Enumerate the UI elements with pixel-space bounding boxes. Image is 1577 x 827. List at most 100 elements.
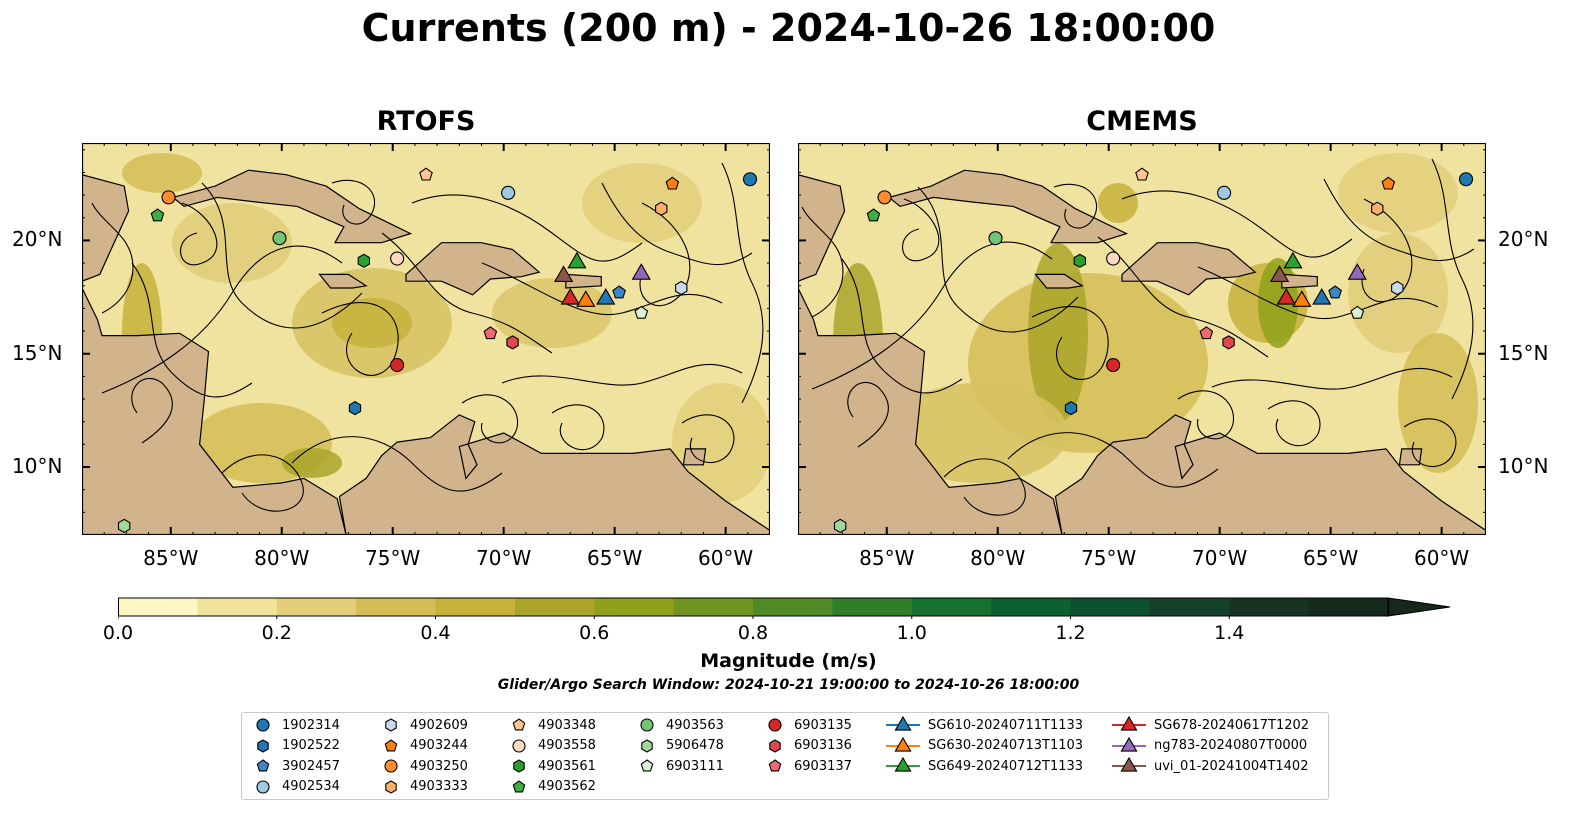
legend-item-4903563: 4903563 — [636, 715, 724, 735]
legend-item-1902314: 1902314 — [252, 715, 340, 735]
argo-marker-4903244 — [1381, 176, 1396, 190]
colorbar-label: Magnitude (m/s) — [700, 650, 877, 672]
colorbar-segment — [991, 598, 1071, 616]
colorbar-tick-label: 1.4 — [1214, 622, 1245, 644]
legend-marker-6903136 — [769, 738, 781, 753]
glider-marker-SG649-20240712T1133 — [1283, 251, 1303, 269]
argo-marker-4903558 — [1106, 251, 1121, 266]
legend-item-4903558: 4903558 — [508, 736, 596, 756]
argo-marker-4903244 — [665, 176, 680, 190]
argo-marker-4903563 — [272, 231, 287, 246]
legend-marker-4903558 — [512, 738, 526, 753]
argo-marker-4903333 — [655, 201, 668, 216]
legend-label: SG610-20240711T1133 — [928, 717, 1084, 733]
argo-marker-4902534 — [1217, 185, 1232, 200]
argo-marker-6903135 — [390, 358, 405, 373]
panel-title-rtofs: RTOFS — [376, 106, 476, 137]
legend-label: 4903348 — [538, 717, 596, 733]
glider-marker-SG630-20240713T1103 — [576, 290, 596, 307]
lon-label-cmems: 60°W — [1413, 546, 1470, 570]
legend-marker-1902314 — [256, 718, 270, 732]
legend-marker-1902522 — [257, 738, 269, 753]
legend-item-6903111: 6903111 — [636, 756, 724, 776]
panel-title-cmems: CMEMS — [1086, 106, 1198, 137]
legend-label: 6903111 — [666, 758, 724, 774]
legend-item-ng783-20240807T0000: ng783-20240807T0000 — [1112, 736, 1307, 756]
argo-marker-4903250 — [877, 190, 892, 205]
legend-marker-4902609 — [385, 718, 397, 732]
legend-marker-4903250 — [384, 759, 398, 773]
colorbar-segment — [197, 598, 278, 616]
legend-label: SG649-20240712T1133 — [928, 758, 1084, 774]
colorbar-segment — [356, 598, 436, 616]
colorbar-tick-label: 1.0 — [896, 622, 927, 644]
legend-item-3902457: 3902457 — [252, 756, 340, 776]
argo-marker-4903250 — [161, 190, 176, 205]
legend-marker-6903135 — [768, 718, 782, 732]
argo-marker-4903348 — [419, 167, 433, 181]
legend-item-uvi_01-20241004T1402: uvi_01-20241004T1402 — [1112, 756, 1308, 776]
legend-label: 5906478 — [666, 738, 724, 753]
legend-label: uvi_01-20241004T1402 — [1154, 758, 1309, 774]
legend-marker-SG649-20240712T1133 — [894, 756, 912, 772]
colorbar — [117, 595, 1454, 623]
legend-item-4903348: 4903348 — [508, 715, 596, 735]
colorbar-segment — [1070, 598, 1151, 616]
argo-marker-6903111 — [634, 305, 649, 319]
colorbar-segment — [832, 598, 913, 616]
colorbar-tick-label: 0.2 — [261, 622, 292, 644]
lon-label-rtofs: 70°W — [476, 546, 532, 570]
legend-item-4903250: 4903250 — [380, 756, 468, 776]
argo-marker-6903135 — [1106, 358, 1121, 373]
colorbar-segment — [673, 598, 754, 616]
lon-label-rtofs: 80°W — [254, 546, 310, 570]
lon-label-cmems: 65°W — [1303, 546, 1359, 570]
legend-item-4902609: 4902609 — [380, 715, 468, 735]
legend-marker-ng783-20240807T0000 — [1120, 736, 1138, 752]
glider-marker-uvi_01-20241004T1402 — [1269, 265, 1290, 282]
legend-label: 4903333 — [410, 779, 468, 794]
argo-marker-4902534 — [501, 185, 516, 200]
argo-marker-4903561 — [1073, 253, 1087, 268]
colorbar-segment — [1308, 598, 1389, 616]
legend-item-SG610-20240711T1133: SG610-20240711T1133 — [886, 715, 1083, 735]
lon-label-rtofs: 75°W — [365, 546, 421, 570]
figure-title: Currents (200 m) - 2024-10-26 18:00:00 — [361, 6, 1216, 50]
argo-marker-4903333 — [1371, 201, 1384, 216]
legend-label: 4903250 — [410, 758, 468, 774]
argo-marker-4903562 — [150, 208, 165, 222]
glider-marker-SG678-20240617T1202 — [560, 287, 580, 305]
legend-label: 4903562 — [538, 779, 596, 794]
argo-marker-4903563 — [988, 231, 1003, 246]
legend-marker-4903348 — [512, 718, 526, 731]
cmems-map — [798, 143, 1486, 535]
colorbar-tick-label: 1.2 — [1055, 622, 1086, 644]
argo-marker-1902314 — [1458, 172, 1474, 187]
legend-marker-4903562 — [512, 779, 526, 792]
lon-label-rtofs: 60°W — [697, 546, 754, 570]
search-window-text: Glider/Argo Search Window: 2024-10-21 19… — [497, 677, 1080, 693]
legend: 1902314 1902522 3902457 4902534 4902609 49032… — [241, 712, 1329, 800]
legend-label: ng783-20240807T0000 — [1154, 738, 1308, 753]
glider-marker-SG610-20240711T1133 — [596, 287, 616, 305]
legend-label: 4903244 — [410, 738, 468, 753]
legend-label: 1902522 — [282, 738, 340, 753]
colorbar-segment — [911, 598, 992, 616]
argo-marker-5906478 — [833, 518, 847, 534]
argo-marker-6903137 — [1199, 326, 1214, 340]
glider-marker-SG678-20240617T1202 — [1276, 287, 1296, 305]
argo-marker-4903561 — [357, 253, 371, 268]
colorbar-segment — [118, 598, 198, 616]
legend-label: 4902609 — [410, 717, 468, 733]
legend-label: 1902314 — [282, 717, 340, 733]
legend-label: SG678-20240617T1202 — [1154, 717, 1310, 733]
legend-marker-4903561 — [513, 759, 525, 773]
legend-item-4903333: 4903333 — [380, 777, 468, 797]
argo-marker-4903562 — [866, 208, 881, 222]
argo-marker-6903136 — [1222, 335, 1235, 350]
colorbar-segment — [435, 598, 516, 616]
legend-marker-uvi_01-20241004T1402 — [1120, 756, 1138, 772]
legend-item-5906478: 5906478 — [636, 736, 724, 756]
lon-label-cmems: 80°W — [970, 546, 1026, 570]
glider-marker-uvi_01-20241004T1402 — [553, 265, 574, 282]
